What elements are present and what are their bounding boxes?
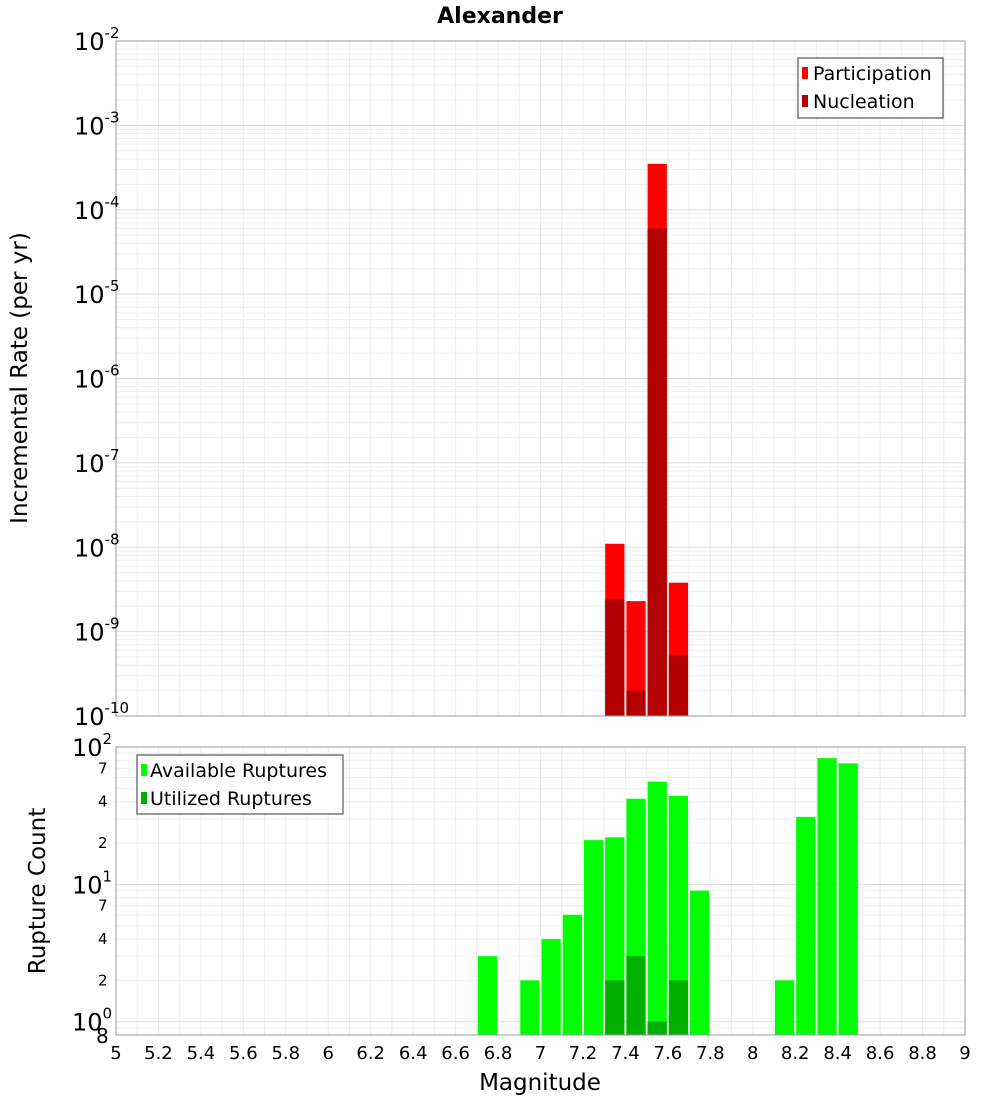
count-x-tick-label: 8.2	[781, 1043, 810, 1064]
count-x-tick-label: 5	[110, 1043, 121, 1064]
rate-y-tick-label: 10-2	[74, 24, 120, 56]
count-x-tick-label: 8.6	[866, 1043, 895, 1064]
count-bar-available-ruptures	[774, 980, 795, 1035]
count-bar-available-ruptures	[477, 956, 498, 1035]
rate-legend-label: Participation	[813, 63, 932, 85]
count-bar-available-ruptures	[520, 980, 540, 1035]
count-bar-available-ruptures	[647, 781, 667, 1035]
rate-y-tick-label: 10-8	[74, 530, 120, 562]
rate-y-tick-label: 10-10	[74, 699, 129, 731]
count-x-tick-label: 7.6	[654, 1043, 683, 1064]
count-bars	[477, 758, 858, 1035]
count-y-tick-label: 8	[96, 1024, 109, 1048]
rate-bar-nucleation	[668, 655, 689, 716]
rate-legend-swatch	[802, 67, 808, 79]
count-y-tick-label: 7	[98, 759, 108, 777]
count-x-tick-label: 7	[535, 1043, 546, 1064]
count-legend-swatch	[141, 792, 147, 804]
rate-bar-participation	[626, 601, 646, 716]
rate-y-tick-label: 10-9	[74, 615, 120, 647]
count-x-tick-label: 5.8	[271, 1043, 300, 1064]
count-x-tick-label: 5.4	[187, 1043, 216, 1064]
count-legend-swatch	[141, 764, 147, 776]
count-x-axis-label: Magnitude	[479, 1070, 601, 1096]
rate-y-tick-label: 10-4	[74, 193, 120, 225]
count-y-tick-label: 4	[98, 793, 108, 811]
count-plot-frame	[115, 746, 966, 1036]
count-x-tick-label: 6.2	[356, 1043, 385, 1064]
count-x-tick-label: 8	[747, 1043, 758, 1064]
count-x-tick-label: 6.6	[441, 1043, 470, 1064]
rate-y-axis-label: Incremental Rate (per yr)	[7, 232, 33, 524]
rate-bars	[605, 163, 689, 717]
count-x-tick-label: 5.2	[144, 1043, 173, 1064]
rate-bar-nucleation	[647, 228, 667, 716]
rate-legend: Participation Nucleation	[797, 57, 944, 119]
rate-y-tick-label: 10-6	[74, 362, 120, 394]
count-x-tick-label: 6.8	[484, 1043, 513, 1064]
count-x-tick-label: 7.2	[569, 1043, 598, 1064]
count-bar-available-ruptures	[583, 840, 604, 1035]
count-x-tick-label: 9	[959, 1043, 970, 1064]
count-x-tick-label: 7.8	[696, 1043, 725, 1064]
count-legend-box	[136, 754, 344, 815]
count-y-tick-label: 102	[72, 730, 112, 762]
count-bar-available-ruptures	[690, 890, 710, 1035]
rate-y-tick-label: 10-3	[74, 108, 120, 140]
rate-legend-box	[797, 57, 944, 119]
rate-bar-nucleation	[626, 690, 646, 716]
count-bar-available-ruptures	[838, 763, 858, 1035]
rate-legend-swatch	[802, 95, 808, 107]
rate-plot-frame	[115, 40, 966, 717]
count-bar-utilized-ruptures	[605, 980, 625, 1035]
chart-title: Alexander	[437, 4, 563, 29]
count-bar-utilized-ruptures	[626, 956, 646, 1035]
rate-bar-nucleation	[605, 599, 625, 716]
count-legend-label: Utilized Ruptures	[150, 788, 312, 810]
rate-y-ticks: 10-10 10-9 10-8 10-7 10-6 10-5 10-4 10-3 10-2	[74, 24, 129, 731]
count-x-tick-label: 6.4	[399, 1043, 428, 1064]
count-bar-available-ruptures	[668, 795, 689, 1035]
count-x-tick-label: 5.6	[229, 1043, 258, 1064]
count-bar-utilized-ruptures	[668, 980, 689, 1035]
count-y-tick-label: 2	[98, 834, 108, 852]
count-y-tick-label: 101	[72, 867, 112, 899]
count-y-tick-label: 4	[98, 930, 108, 948]
rate-legend-label: Nucleation	[813, 91, 915, 113]
count-bar-available-ruptures	[541, 939, 561, 1035]
rate-y-tick-label: 10-5	[74, 277, 120, 309]
rate-y-tick-label: 10-7	[74, 446, 120, 478]
count-x-ticks: 5 5.2 5.4 5.6 5.8 6 6.2 6.4 6.6 6.8 7 7.2 7.4 7.6 7.8 8…	[110, 1043, 970, 1064]
count-x-tick-label: 6	[323, 1043, 334, 1064]
count-bar-available-ruptures	[796, 816, 816, 1035]
rate-panel: 10-10 10-9 10-8 10-7 10-6 10-5 10-4 10-3 10-2 In…	[7, 24, 966, 731]
count-x-tick-label: 8.4	[823, 1043, 852, 1064]
count-legend: Available Ruptures Utilized Ruptures	[136, 754, 344, 815]
count-x-tick-label: 7.4	[611, 1043, 640, 1064]
count-y-axis-label: Rupture Count	[25, 808, 51, 974]
rate-grid	[115, 41, 966, 717]
count-y-tick-label: 100	[72, 1005, 112, 1037]
count-legend-label: Available Ruptures	[150, 760, 327, 782]
count-bar-available-ruptures	[817, 758, 837, 1035]
count-y-tick-label: 2	[98, 971, 108, 989]
count-y-tick-label: 7	[98, 897, 108, 915]
count-bar-utilized-ruptures	[647, 1021, 667, 1035]
count-bar-available-ruptures	[562, 914, 582, 1035]
count-x-tick-label: 8.8	[908, 1043, 937, 1064]
